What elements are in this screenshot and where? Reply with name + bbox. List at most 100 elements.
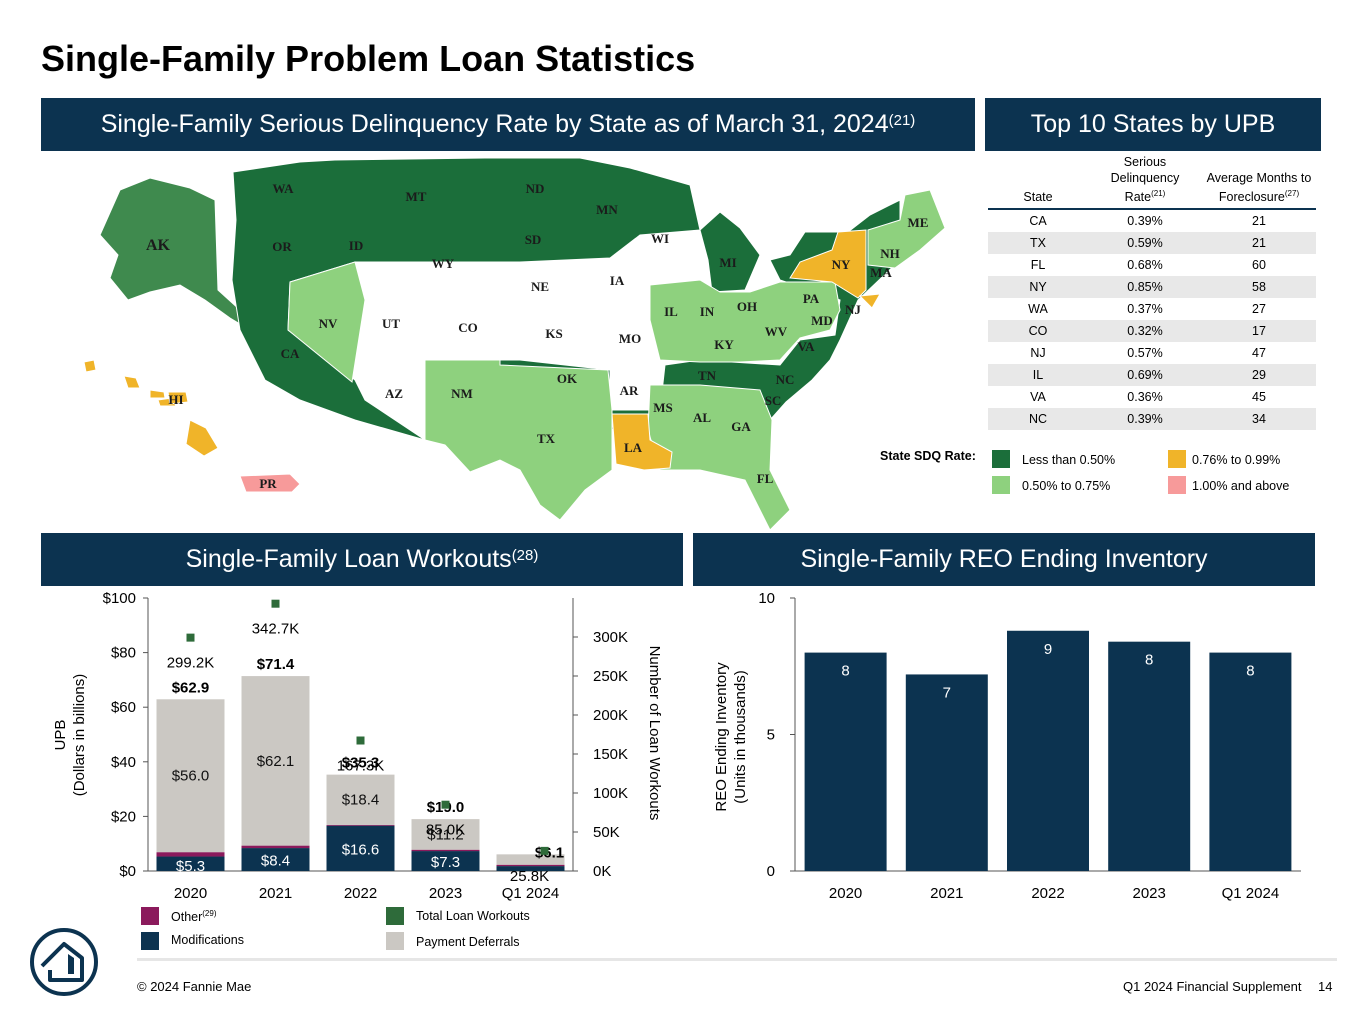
map-label: OH: [737, 299, 757, 314]
map-banner-text: Single-Family Serious Delinquency Rate b…: [100, 110, 889, 138]
reo-banner-text: Single-Family REO Ending Inventory: [800, 545, 1208, 573]
right-tick-label: 200K: [593, 707, 628, 724]
map-label: GA: [731, 419, 751, 434]
table-header-months: Average Months to Foreclosure(27): [1202, 152, 1316, 211]
left-tick-label: $60: [111, 699, 136, 716]
workout-marker: [186, 633, 195, 642]
loan-workouts-chart: $0 $20 $40 $60 $80 $100 0K 50K 100K 150K 200K 250K 3…: [52, 590, 663, 902]
x-tick-label: 2022: [1031, 885, 1064, 902]
legend-swatch-gold: [1168, 450, 1186, 468]
right-tick-label: 300K: [593, 629, 628, 646]
left-tick-label: $40: [111, 754, 136, 771]
bar-total-label: $71.4: [257, 656, 295, 673]
legend-swatch-modifications: [141, 932, 159, 950]
map-label: NM: [451, 386, 473, 401]
us-state-map: WA MT ND MN ME AK OR ID WY SD WI MI NY N…: [83, 157, 946, 531]
workout-marker: [271, 599, 280, 608]
map-label: NE: [531, 279, 549, 294]
map-state-ak: [99, 177, 252, 332]
workout-marker-label: 299.2K: [167, 655, 215, 672]
map-state-nj: [858, 293, 881, 309]
workout-marker: [540, 846, 549, 855]
left-tick-label: $100: [103, 590, 136, 607]
reo-bar-label: 8: [1145, 652, 1153, 669]
legend-swatch-payment-deferrals: [386, 932, 404, 950]
map-label: LA: [624, 440, 643, 455]
bar-segment-modifications: [496, 866, 565, 871]
bar-segment-label: $56.0: [172, 768, 210, 785]
legend-swatch-other: [141, 907, 159, 925]
workout-marker-label: 25.8K: [510, 868, 549, 885]
footer-divider: [137, 958, 1337, 961]
x-tick-label: 2020: [174, 885, 207, 902]
bar-segment-other: [496, 864, 565, 867]
right-tick-label: 50K: [593, 824, 620, 841]
bar-segment-label: $5.3: [176, 858, 205, 875]
bar-total-label: $62.9: [172, 679, 210, 696]
reo-bar-label: 8: [1246, 663, 1254, 680]
map-state-pr: [239, 473, 301, 493]
bar-segment-modifications: [156, 856, 225, 871]
x-tick-label: 2023: [429, 885, 462, 902]
reo-bar: [1007, 630, 1089, 871]
right-tick-label: 150K: [593, 746, 628, 763]
legend-label-other: Other(29): [171, 909, 217, 925]
map-label: IA: [610, 273, 625, 288]
map-label: HI: [168, 392, 183, 407]
map-banner: Single-Family Serious Delinquency Rate b…: [41, 98, 975, 151]
x-tick-label: 2023: [1133, 885, 1166, 902]
x-tick-label: 2020: [829, 885, 862, 902]
y-tick-label: 0: [767, 863, 775, 880]
top10-banner-text: Top 10 States by UPB: [1030, 110, 1276, 138]
map-states-south-central: [424, 359, 613, 521]
bar-total-label: $35.3: [342, 755, 380, 772]
map-label: NJ: [845, 302, 861, 317]
map-label: ND: [526, 181, 545, 196]
legend-label: Less than 0.50%: [1022, 453, 1116, 467]
legend-label-modifications: Modifications: [171, 933, 244, 947]
map-label: PA: [803, 291, 820, 306]
bar-segment-other: [156, 852, 225, 857]
bar-segment-other: [411, 849, 480, 852]
workout-marker-label: 342.7K: [252, 621, 300, 638]
map-states-new-england: [867, 189, 946, 269]
map-legend-title: State SDQ Rate:: [880, 449, 976, 463]
map-label: IL: [664, 304, 678, 319]
y-tick-label: 10: [758, 590, 775, 607]
x-tick-label: 2022: [344, 885, 377, 902]
map-label: AL: [693, 410, 711, 425]
map-label: TX: [537, 431, 556, 446]
reo-banner: Single-Family REO Ending Inventory: [693, 533, 1315, 586]
reo-inventory-chart: 0 5 10 REO Ending Inventory (Units in thousa…: [713, 590, 1301, 902]
map-state-hi: [83, 359, 219, 457]
map-label: VA: [797, 339, 815, 354]
map-label: NY: [832, 257, 851, 272]
map-label: MO: [619, 331, 641, 346]
map-label: KS: [545, 326, 562, 341]
map-label: ME: [908, 215, 929, 230]
map-label: ID: [349, 238, 363, 253]
map-label: WY: [432, 256, 455, 271]
bar-segment-label: $16.6: [342, 841, 380, 858]
map-label: OR: [272, 239, 292, 254]
legend-label: 0.50% to 0.75%: [1022, 479, 1111, 493]
bar-segment-payment-deferrals: [496, 854, 565, 865]
map-label: MD: [811, 313, 833, 328]
reo-bar: [1209, 652, 1292, 871]
map-label: MI: [719, 255, 736, 270]
left-tick-label: $0: [119, 863, 136, 880]
bar-segment-label: $7.3: [431, 854, 460, 871]
left-axis-title: UPB: [52, 720, 69, 751]
map-label: UT: [382, 316, 400, 331]
workouts-banner: Single-Family Loan Workouts (28): [41, 533, 683, 586]
legend-label-total-workouts: Total Loan Workouts: [416, 909, 530, 923]
workouts-banner-footnote: (28): [511, 547, 539, 564]
bar-segment-modifications: [241, 848, 310, 871]
reo-bar-label: 7: [943, 684, 951, 701]
top10-states-table: State Serious Delinquency Rate(21) Avera…: [988, 152, 1316, 431]
bar-segment-payment-deferrals: [326, 774, 395, 825]
x-tick-label: Q1 2024: [1222, 885, 1280, 902]
legend-label-payment-deferrals: Payment Deferrals: [416, 935, 520, 949]
bar-segment-payment-deferrals: [241, 676, 310, 846]
legend-label: 0.76% to 0.99%: [1192, 453, 1281, 467]
